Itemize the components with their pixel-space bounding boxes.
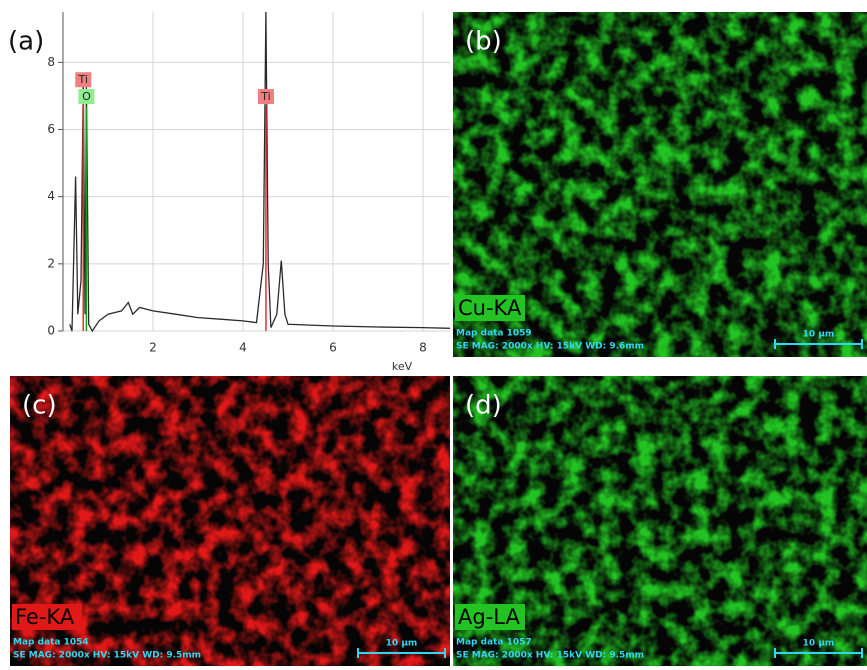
panel-label: (d) bbox=[465, 391, 502, 421]
scale-label: 10 µm bbox=[386, 639, 418, 649]
x-tick-label: 2 bbox=[149, 341, 157, 355]
y-tick-label: 0 bbox=[47, 324, 55, 338]
panel-label: (b) bbox=[465, 27, 502, 57]
element-tag: Ag-LA bbox=[458, 605, 520, 629]
element-tag-bg bbox=[455, 295, 525, 321]
element-tag: Cu-KA bbox=[458, 296, 522, 320]
x-tick-label: 8 bbox=[419, 341, 427, 355]
peak-label: Ti bbox=[260, 90, 270, 103]
x-tick-label: 4 bbox=[239, 341, 247, 355]
map-panel: (b) Cu-KA Map data 1059 SE MAG: 2000x HV: 1… bbox=[453, 12, 867, 357]
peak-label: Ti bbox=[78, 73, 88, 86]
panel-label: (a) bbox=[8, 27, 44, 57]
peak-label-bg bbox=[75, 72, 92, 88]
map-settings: SE MAG: 2000x HV: 15kV WD: 9.5mm bbox=[13, 651, 201, 661]
panel-label: (c) bbox=[22, 391, 57, 421]
map-data: Map data 1057 bbox=[456, 638, 532, 648]
peak-label: O bbox=[82, 90, 91, 103]
element-tag-bg bbox=[12, 604, 82, 630]
element-map bbox=[10, 376, 450, 666]
peak-label-bg bbox=[78, 89, 95, 105]
scale-label: 10 µm bbox=[803, 639, 835, 649]
peak-label-bg bbox=[257, 89, 274, 105]
y-tick-label: 4 bbox=[47, 189, 55, 203]
element-tag: Fe-KA bbox=[15, 605, 75, 629]
x-tick-label: 6 bbox=[329, 341, 337, 355]
map-data: Map data 1059 bbox=[456, 329, 532, 339]
y-tick-label: 2 bbox=[47, 256, 55, 270]
y-tick-label: 8 bbox=[47, 55, 55, 69]
spectrum-line bbox=[69, 11, 451, 333]
map-panel: (d) Ag-LA Map data 1057 SE MAG: 2000x HV: 1… bbox=[453, 376, 867, 666]
y-tick-label: 6 bbox=[47, 122, 55, 136]
element-tag-bg bbox=[455, 604, 525, 630]
scale-label: 10 µm bbox=[803, 330, 835, 340]
map-settings: SE MAG: 2000x HV: 15kV WD: 9.5mm bbox=[456, 651, 644, 661]
map-data: Map data 1054 bbox=[13, 638, 89, 648]
map-panel: (c) Fe-KA Map data 1054 SE MAG: 2000x HV: 1… bbox=[10, 376, 450, 666]
map-settings: SE MAG: 2000x HV: 15kV WD: 9.6mm bbox=[456, 342, 644, 352]
x-axis-label: keV bbox=[392, 360, 413, 373]
